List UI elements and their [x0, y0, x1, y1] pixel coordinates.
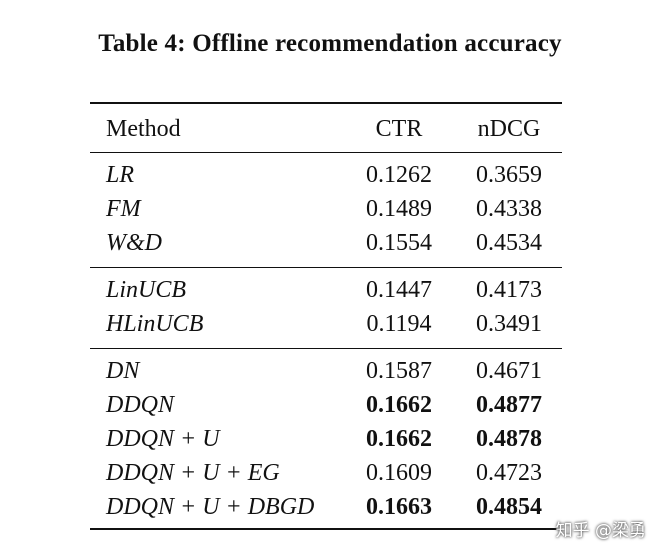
group-rule: [90, 348, 562, 349]
method-cell: LinUCB: [106, 277, 187, 303]
table-row-dn: DN 0.1587 0.4671: [90, 354, 562, 388]
header-rule: [90, 152, 562, 153]
ctr-cell: 0.1662: [366, 392, 432, 418]
table-row-ddqn-u-eg: DDQN + U + EG 0.1609 0.4723: [90, 456, 562, 490]
group-rule: [90, 267, 562, 268]
ndcg-cell: 0.3491: [476, 311, 542, 337]
header-row: Method CTR nDCG: [90, 112, 562, 146]
method-cell: HLinUCB: [106, 311, 204, 337]
method-cell: W&D: [106, 230, 162, 256]
method-cell: DDQN + U + DBGD: [106, 494, 315, 520]
method-cell: DDQN + U: [106, 426, 220, 452]
table-row-ddqn-u-dbgd: DDQN + U + DBGD 0.1663 0.4854: [90, 490, 562, 524]
table-row-wd: W&D 0.1554 0.4534: [90, 226, 562, 260]
header-ndcg: nDCG: [477, 116, 541, 142]
ctr-cell: 0.1489: [366, 196, 432, 222]
table-row-fm: FM 0.1489 0.4338: [90, 192, 562, 226]
ndcg-cell: 0.4878: [476, 426, 542, 452]
table-row-linucb: LinUCB 0.1447 0.4173: [90, 273, 562, 307]
table-row-ddqn: DDQN 0.1662 0.4877: [90, 388, 562, 422]
ctr-cell: 0.1587: [366, 358, 432, 384]
ctr-cell: 0.1262: [366, 162, 432, 188]
ndcg-cell: 0.4854: [476, 494, 542, 520]
header-method: Method: [106, 116, 181, 142]
table-row-hlinucb: HLinUCB 0.1194 0.3491: [90, 307, 562, 341]
watermark: 知乎 @梁勇: [555, 521, 646, 541]
ndcg-cell: 0.4723: [476, 460, 542, 486]
header-ctr: CTR: [375, 116, 423, 142]
table-row-ddqn-u: DDQN + U 0.1662 0.4878: [90, 422, 562, 456]
table-caption: Table 4: Offline recommendation accuracy: [98, 30, 562, 57]
method-cell: FM: [106, 196, 141, 222]
ctr-cell: 0.1447: [366, 277, 432, 303]
bottom-rule: [90, 528, 562, 530]
table-row-lr: LR 0.1262 0.3659: [90, 158, 562, 192]
top-rule: [90, 102, 562, 104]
ctr-cell: 0.1662: [366, 426, 432, 452]
method-cell: LR: [106, 162, 135, 188]
ctr-cell: 0.1609: [366, 460, 432, 486]
ndcg-cell: 0.4338: [476, 196, 542, 222]
ndcg-cell: 0.4534: [476, 230, 542, 256]
ndcg-cell: 0.4173: [476, 277, 542, 303]
method-cell: DDQN: [106, 392, 175, 418]
ctr-cell: 0.1663: [366, 494, 432, 520]
ctr-cell: 0.1194: [366, 311, 432, 337]
ndcg-cell: 0.4877: [476, 392, 542, 418]
ndcg-cell: 0.3659: [476, 162, 542, 188]
ndcg-cell: 0.4671: [476, 358, 542, 384]
method-cell: DDQN + U + EG: [106, 460, 280, 486]
method-cell: DN: [106, 358, 140, 384]
ctr-cell: 0.1554: [366, 230, 432, 256]
